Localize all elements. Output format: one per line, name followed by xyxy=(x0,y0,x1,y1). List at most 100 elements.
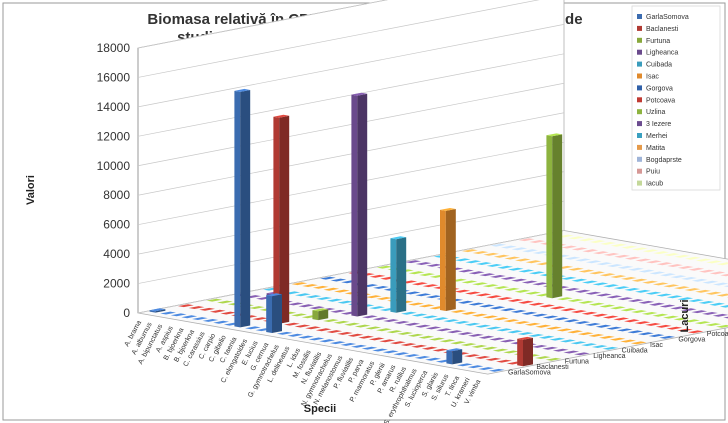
legend-label: Ligheanca xyxy=(646,50,678,57)
bar-top xyxy=(337,300,354,304)
bar-ligheanca xyxy=(563,350,580,354)
bar-garlasomova xyxy=(149,308,166,313)
bar-ligheanca xyxy=(383,319,399,322)
bar-cuibada xyxy=(454,321,470,324)
gridline xyxy=(137,230,565,314)
y-tick-label: 10000 xyxy=(97,159,131,173)
bar-top xyxy=(674,286,690,290)
legend-box xyxy=(631,5,721,191)
bar-ligheanca xyxy=(489,337,505,341)
bar-top xyxy=(677,328,693,332)
bar-top xyxy=(666,295,683,299)
bar-3-iezere xyxy=(670,306,686,310)
bar-potcoava xyxy=(560,308,577,312)
bar-merhei xyxy=(529,271,545,275)
legend-swatch xyxy=(637,144,642,150)
bar-merhei xyxy=(645,291,662,295)
bar-top xyxy=(390,236,407,240)
bar-top xyxy=(528,302,545,306)
bar-potcoava xyxy=(581,311,598,315)
bar-matita xyxy=(705,291,722,295)
bar-top xyxy=(641,312,658,315)
bar-top xyxy=(552,348,569,352)
bar-gorgova xyxy=(638,332,654,336)
bar-top xyxy=(478,367,494,370)
bar-top xyxy=(663,284,680,288)
legend-label: Uzlina xyxy=(646,109,666,116)
chart-bars xyxy=(149,88,728,372)
bar-uzlina xyxy=(472,282,488,286)
bar-puiu xyxy=(603,253,620,256)
bar-top xyxy=(568,267,584,271)
bar-top xyxy=(408,271,425,275)
bar-top xyxy=(663,315,679,319)
bar-cuibada xyxy=(464,322,481,326)
bar-3-iezere xyxy=(691,310,708,314)
bar-side xyxy=(240,90,251,328)
bar-potcoava xyxy=(369,274,386,278)
bar-iacub xyxy=(674,254,691,258)
bar-gorgova xyxy=(521,311,538,315)
bar-baclanesti xyxy=(421,346,438,350)
bar-top xyxy=(160,311,176,315)
bar-matita xyxy=(515,258,531,262)
gridline xyxy=(137,200,565,284)
bar-top xyxy=(308,337,325,341)
legend-swatch xyxy=(637,156,642,162)
bar-top xyxy=(684,288,701,291)
bar-isac xyxy=(302,284,318,287)
bar-merhei xyxy=(454,258,471,262)
bar-uzlina xyxy=(504,287,520,291)
bar-baclanesti xyxy=(517,336,533,367)
bar-uzlina xyxy=(652,313,669,317)
bar-uzlina xyxy=(578,300,594,304)
bar-furtuna xyxy=(535,356,551,359)
bar-puiu xyxy=(635,258,652,262)
bar-uzlina xyxy=(610,306,626,310)
y-tick-label: 12000 xyxy=(97,129,131,143)
bar-side xyxy=(718,314,728,317)
bar-top xyxy=(578,300,594,304)
bar-top xyxy=(561,245,577,249)
legend-swatch xyxy=(637,49,642,55)
bar-cuibada xyxy=(528,334,544,337)
bar-matita xyxy=(599,273,616,277)
bar-matita xyxy=(472,251,489,254)
bar-3-iezere xyxy=(405,260,421,264)
bar-potcoava xyxy=(475,293,492,297)
gridline xyxy=(137,141,565,226)
bar-top xyxy=(688,267,705,271)
z-tick-label: Cuibada xyxy=(622,347,648,354)
bar-top xyxy=(531,345,548,348)
bar-top xyxy=(577,332,594,336)
bar-merhei xyxy=(698,301,715,304)
bar-baclanesti xyxy=(209,309,226,313)
bar-puiu xyxy=(656,262,673,266)
bar-iacub xyxy=(642,249,659,253)
bar-furtuna xyxy=(397,332,413,335)
bar-merhei xyxy=(677,297,694,301)
bar-cuibada xyxy=(337,300,354,304)
bar-top xyxy=(681,277,697,280)
legend-label: Bogdaprste xyxy=(646,157,682,164)
bar-garlasomova xyxy=(276,331,293,335)
bar-cuibada xyxy=(570,341,587,345)
bar-top xyxy=(655,324,672,328)
legend-label: 3 Iezere xyxy=(646,121,671,128)
bar-top xyxy=(379,339,396,343)
bar-garlasomova xyxy=(308,337,325,341)
bar-baclanesti xyxy=(305,326,321,330)
bar-top xyxy=(383,319,399,322)
bar-garlasomova xyxy=(181,315,198,319)
bar-puiu xyxy=(582,249,599,253)
bar-puiu xyxy=(518,238,535,242)
bar-top xyxy=(515,258,531,262)
bar-potcoava xyxy=(602,315,619,319)
bar-top xyxy=(642,280,658,284)
bar-side xyxy=(318,309,329,321)
bar-isac xyxy=(291,282,308,286)
bar-baclanesti xyxy=(485,357,502,361)
bar-top xyxy=(404,291,421,295)
bar-3-iezere xyxy=(521,280,538,284)
bar-bogdaprste xyxy=(649,271,666,275)
